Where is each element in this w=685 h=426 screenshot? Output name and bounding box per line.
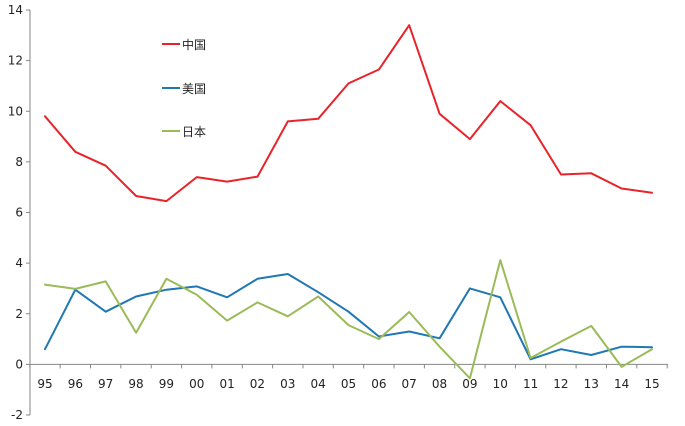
x-tick-label: 10 — [493, 377, 508, 391]
legend-label-1: 美国 — [182, 82, 206, 96]
y-tick-label: -2 — [11, 408, 23, 422]
series-line-1 — [44, 273, 653, 361]
x-tick-label: 08 — [432, 377, 447, 391]
x-tick-label: 95 — [37, 377, 52, 391]
x-tick-label: 01 — [219, 377, 234, 391]
legend-label-0: 中国 — [182, 37, 206, 52]
y-tick-label: 12 — [8, 54, 23, 68]
y-tick-label: 10 — [8, 104, 23, 118]
x-tick-label: 02 — [250, 377, 265, 391]
x-tick-label: 00 — [189, 377, 204, 391]
x-tick-label: 09 — [462, 377, 477, 391]
x-tick-label: 14 — [614, 377, 629, 391]
x-tick-label: 03 — [280, 377, 295, 391]
y-tick-label: 0 — [15, 357, 23, 371]
x-tick-label: 99 — [159, 377, 174, 391]
x-tick-label: 04 — [311, 377, 326, 391]
x-tick-label: 13 — [584, 377, 599, 391]
x-tick-label: 12 — [553, 377, 568, 391]
y-tick-label: 6 — [15, 206, 23, 220]
x-tick-label: 97 — [98, 377, 113, 391]
x-tick-label: 96 — [68, 377, 83, 391]
x-tick-label: 11 — [523, 377, 538, 391]
series-line-2 — [44, 259, 653, 380]
series-line-0 — [44, 24, 653, 203]
y-tick-label: 2 — [15, 307, 23, 321]
x-tick-label: 07 — [402, 377, 417, 391]
x-tick-label: 06 — [371, 377, 386, 391]
y-tick-label: 14 — [8, 3, 23, 17]
legend-label-2: 日本 — [182, 125, 206, 139]
y-tick-label: 4 — [15, 256, 23, 270]
x-tick-label: 05 — [341, 377, 356, 391]
x-tick-label: 98 — [128, 377, 143, 391]
x-tick-label: 15 — [644, 377, 659, 391]
y-tick-label: 8 — [15, 155, 23, 169]
series-lines — [44, 24, 653, 380]
